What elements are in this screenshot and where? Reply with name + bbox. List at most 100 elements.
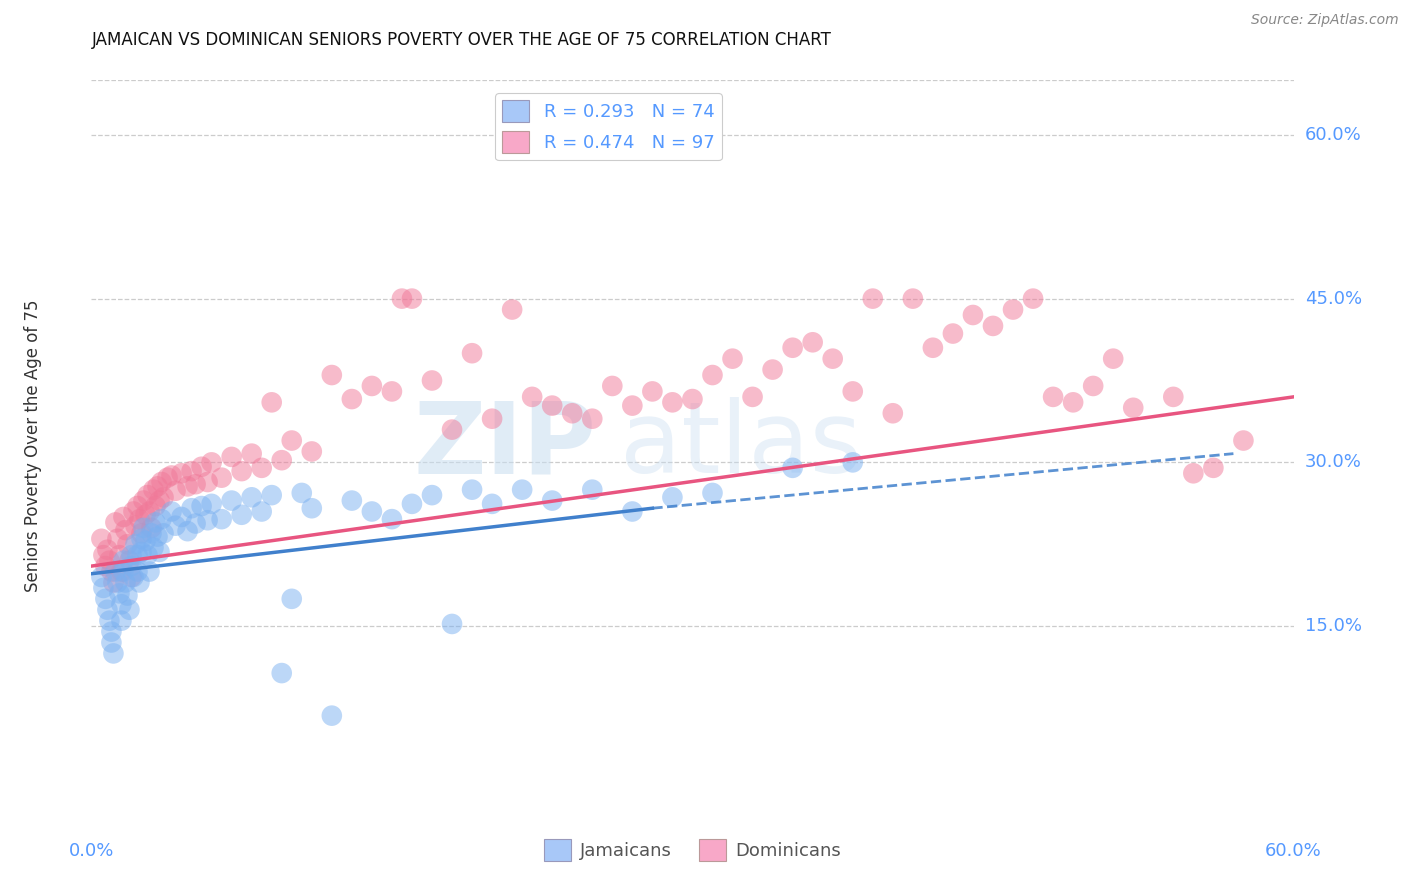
Point <box>621 504 644 518</box>
Point <box>98 554 121 568</box>
Point <box>510 483 533 497</box>
Point <box>702 486 724 500</box>
Point <box>131 526 153 541</box>
Point <box>108 586 131 600</box>
Point <box>360 504 382 518</box>
Point <box>110 565 132 579</box>
Point <box>170 467 193 481</box>
Point <box>150 475 173 489</box>
Text: 60.0%: 60.0% <box>1305 126 1361 144</box>
Text: 15.0%: 15.0% <box>1305 617 1361 635</box>
Point <box>281 591 304 606</box>
Point <box>90 570 112 584</box>
Point <box>762 362 785 376</box>
Point <box>922 341 945 355</box>
Point <box>340 392 363 406</box>
Point <box>1202 460 1225 475</box>
Point <box>340 493 363 508</box>
Text: 45.0%: 45.0% <box>1305 290 1362 308</box>
Point <box>301 501 323 516</box>
Point <box>621 399 644 413</box>
Point <box>148 493 170 508</box>
Point <box>522 390 544 404</box>
Point <box>138 504 160 518</box>
Point <box>461 483 484 497</box>
Point <box>321 368 343 382</box>
Point <box>90 532 112 546</box>
Point <box>93 581 115 595</box>
Point <box>127 548 149 562</box>
Text: ZIP: ZIP <box>413 398 596 494</box>
Point <box>270 453 292 467</box>
Text: 0.0%: 0.0% <box>69 842 114 860</box>
Point <box>142 483 165 497</box>
Point <box>176 524 198 538</box>
Point <box>121 570 143 584</box>
Point <box>110 597 132 611</box>
Point <box>821 351 844 366</box>
Point <box>117 589 139 603</box>
Point <box>160 468 183 483</box>
Point <box>94 559 117 574</box>
Point <box>1163 390 1185 404</box>
Point <box>882 406 904 420</box>
Point <box>132 521 155 535</box>
Legend: Jamaicans, Dominicans: Jamaicans, Dominicans <box>537 832 848 869</box>
Point <box>581 483 603 497</box>
Text: 30.0%: 30.0% <box>1305 453 1361 471</box>
Point <box>801 335 824 350</box>
Point <box>250 504 273 518</box>
Point <box>641 384 664 399</box>
Point <box>112 565 135 579</box>
Text: JAMAICAN VS DOMINICAN SENIORS POVERTY OVER THE AGE OF 75 CORRELATION CHART: JAMAICAN VS DOMINICAN SENIORS POVERTY OV… <box>91 31 831 49</box>
Point <box>100 565 122 579</box>
Point <box>391 292 413 306</box>
Point <box>150 512 173 526</box>
Point <box>321 708 343 723</box>
Point <box>152 526 174 541</box>
Point <box>461 346 484 360</box>
Point <box>100 635 122 649</box>
Point <box>146 479 169 493</box>
Point <box>93 548 115 562</box>
Point <box>782 460 804 475</box>
Point <box>114 575 136 590</box>
Point <box>901 292 924 306</box>
Point <box>107 532 129 546</box>
Point <box>501 302 523 317</box>
Point <box>112 510 135 524</box>
Point <box>401 497 423 511</box>
Point <box>160 504 183 518</box>
Point <box>841 455 863 469</box>
Point <box>221 493 243 508</box>
Point <box>156 470 179 484</box>
Point <box>197 475 219 489</box>
Point <box>114 523 136 537</box>
Point <box>231 508 253 522</box>
Point <box>94 591 117 606</box>
Point <box>136 548 159 562</box>
Point <box>132 493 155 508</box>
Point <box>221 450 243 464</box>
Point <box>170 510 193 524</box>
Point <box>110 614 132 628</box>
Point <box>381 384 404 399</box>
Point <box>98 614 121 628</box>
Point <box>108 548 131 562</box>
Point <box>104 565 127 579</box>
Point <box>190 459 212 474</box>
Point <box>250 460 273 475</box>
Point <box>128 575 150 590</box>
Point <box>141 521 163 535</box>
Point <box>131 545 153 559</box>
Point <box>180 464 202 478</box>
Text: atlas: atlas <box>620 398 862 494</box>
Point <box>1062 395 1084 409</box>
Point <box>122 570 145 584</box>
Point <box>360 379 382 393</box>
Point <box>1102 351 1125 366</box>
Point <box>942 326 965 341</box>
Point <box>661 491 683 505</box>
Point <box>270 666 292 681</box>
Point <box>661 395 683 409</box>
